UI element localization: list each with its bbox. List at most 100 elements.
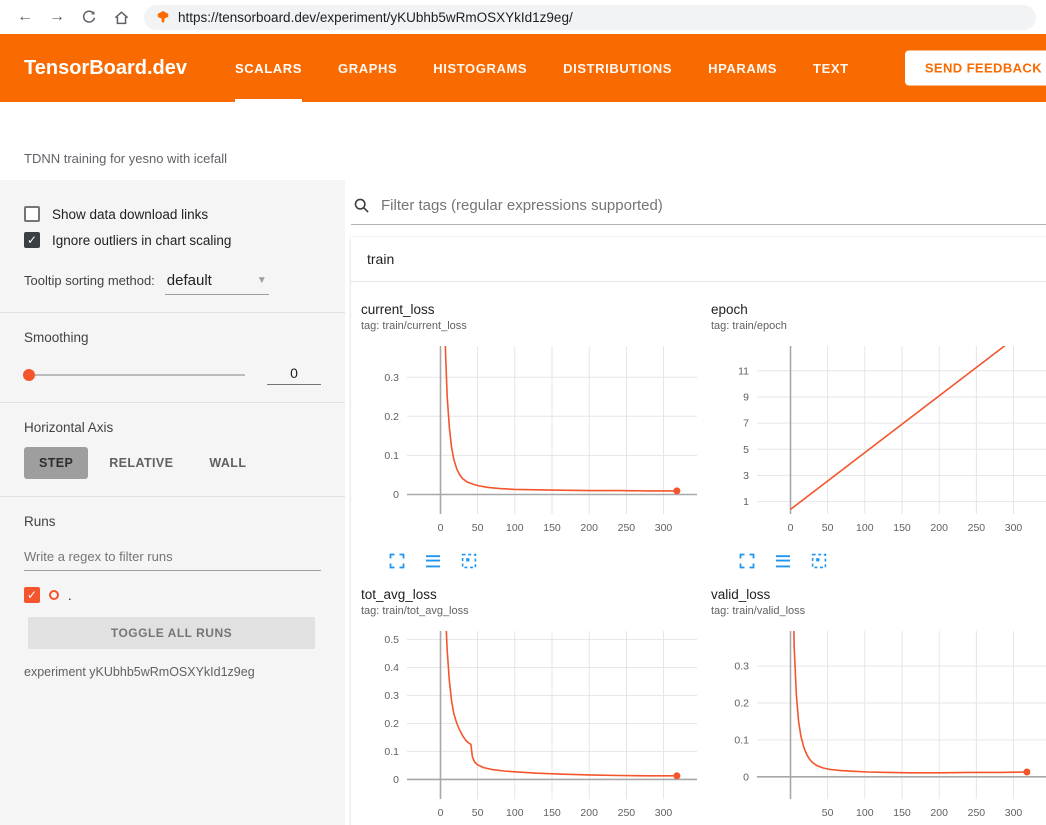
url-bar[interactable]: https://tensorboard.dev/experiment/yKUbh… bbox=[144, 5, 1036, 30]
run-color-icon bbox=[49, 590, 59, 600]
chart-subtitle: tag: train/tot_avg_loss bbox=[361, 605, 701, 617]
tooltip-sorting-dropdown[interactable]: default ▼ bbox=[165, 272, 269, 295]
search-icon bbox=[353, 197, 370, 214]
svg-text:0.1: 0.1 bbox=[384, 746, 399, 758]
svg-text:0.3: 0.3 bbox=[734, 661, 749, 673]
tooltip-sorting-label: Tooltip sorting method: bbox=[24, 273, 155, 288]
app-logo[interactable]: TensorBoard.dev bbox=[24, 57, 187, 80]
train-group-card: train current_loss tag: train/current_lo… bbox=[351, 237, 1046, 825]
svg-text:200: 200 bbox=[930, 522, 948, 534]
app-header: TensorBoard.dev SCALARS GRAPHS HISTOGRAMS D… bbox=[0, 34, 1046, 102]
svg-text:50: 50 bbox=[472, 807, 484, 819]
svg-text:0: 0 bbox=[788, 522, 794, 534]
forward-icon[interactable]: → bbox=[42, 3, 72, 31]
chart-plot[interactable]: 5010015020025030000.10.20.3 bbox=[711, 625, 1046, 825]
show-download-row: Show data download links bbox=[24, 206, 321, 222]
run-checkbox[interactable]: ✓ bbox=[24, 587, 40, 603]
tab-hparams[interactable]: HPARAMS bbox=[708, 34, 777, 102]
svg-text:0.2: 0.2 bbox=[384, 718, 399, 730]
chart-card-valid_loss: valid_loss tag: train/valid_loss 5010015… bbox=[703, 579, 1046, 825]
chart-title: current_loss bbox=[361, 302, 701, 317]
chart-subtitle: tag: train/current_loss bbox=[361, 320, 701, 332]
svg-text:11: 11 bbox=[738, 365, 749, 377]
chart-toolbar bbox=[711, 551, 1046, 571]
smoothing-slider[interactable] bbox=[24, 374, 245, 376]
smoothing-label: Smoothing bbox=[24, 330, 321, 345]
filter-tags-input[interactable] bbox=[379, 196, 1046, 215]
horizontal-axis-label: Horizontal Axis bbox=[24, 420, 321, 435]
tensorboard-favicon bbox=[156, 10, 170, 24]
svg-text:0.1: 0.1 bbox=[384, 450, 399, 462]
tab-graphs[interactable]: GRAPHS bbox=[338, 34, 397, 102]
send-feedback-button[interactable]: SEND FEEDBACK bbox=[905, 51, 1046, 86]
home-icon[interactable] bbox=[106, 3, 136, 31]
sidebar-divider bbox=[0, 402, 345, 403]
svg-text:5: 5 bbox=[743, 444, 749, 456]
experiment-caption: experiment yKUbhb5wRmOSXYkId1z9eg bbox=[24, 665, 321, 679]
train-group-header[interactable]: train bbox=[351, 237, 1046, 282]
svg-text:1: 1 bbox=[743, 496, 749, 508]
chart-plot[interactable]: 05010015020025030000.10.20.3 bbox=[361, 340, 701, 545]
main-content: train current_loss tag: train/current_lo… bbox=[345, 180, 1046, 825]
svg-text:50: 50 bbox=[822, 522, 834, 534]
chart-card-current_loss: current_loss tag: train/current_loss 050… bbox=[353, 294, 703, 579]
svg-text:0.4: 0.4 bbox=[384, 662, 399, 674]
log-scale-icon[interactable] bbox=[423, 551, 443, 571]
tooltip-sorting-value: default bbox=[167, 272, 212, 289]
smoothing-value-input[interactable]: 0 bbox=[267, 365, 321, 385]
browser-toolbar: ← → https://tensorboard.dev/experiment/y… bbox=[0, 0, 1046, 34]
reload-icon[interactable] bbox=[74, 3, 104, 31]
expand-chart-icon[interactable] bbox=[387, 551, 407, 571]
ignore-outliers-row: ✓ Ignore outliers in chart scaling bbox=[24, 232, 321, 248]
chart-plot[interactable]: 05010015020025030000.10.20.30.40.5 bbox=[361, 625, 701, 825]
sidebar-divider bbox=[0, 312, 345, 313]
svg-text:100: 100 bbox=[506, 807, 524, 819]
tab-distributions[interactable]: DISTRIBUTIONS bbox=[563, 34, 672, 102]
url-text: https://tensorboard.dev/experiment/yKUbh… bbox=[178, 10, 573, 25]
ignore-outliers-checkbox[interactable]: ✓ bbox=[24, 232, 40, 248]
svg-text:0.5: 0.5 bbox=[384, 634, 399, 646]
axis-button-wall[interactable]: WALL bbox=[194, 447, 261, 479]
smoothing-slider-thumb[interactable] bbox=[23, 369, 35, 381]
back-icon[interactable]: ← bbox=[10, 3, 40, 31]
tab-scalars[interactable]: SCALARS bbox=[235, 34, 302, 102]
runs-filter-input[interactable] bbox=[24, 543, 321, 571]
charts-grid: current_loss tag: train/current_loss 050… bbox=[351, 282, 1046, 825]
tab-label: HPARAMS bbox=[708, 61, 777, 76]
chart-title: epoch bbox=[711, 302, 1046, 317]
svg-text:0.3: 0.3 bbox=[384, 690, 399, 702]
smoothing-slider-row: 0 bbox=[24, 365, 321, 385]
tab-text[interactable]: TEXT bbox=[813, 34, 849, 102]
expand-chart-icon[interactable] bbox=[737, 551, 757, 571]
tab-histograms[interactable]: HISTOGRAMS bbox=[433, 34, 527, 102]
chart-subtitle: tag: train/epoch bbox=[711, 320, 1046, 332]
svg-text:200: 200 bbox=[580, 807, 598, 819]
svg-text:100: 100 bbox=[506, 522, 524, 534]
run-name: . bbox=[68, 588, 72, 603]
axis-button-relative[interactable]: RELATIVE bbox=[94, 447, 188, 479]
log-scale-icon[interactable] bbox=[773, 551, 793, 571]
svg-text:200: 200 bbox=[930, 807, 948, 819]
toggle-all-runs-button[interactable]: TOGGLE ALL RUNS bbox=[28, 617, 315, 649]
tab-label: HISTOGRAMS bbox=[433, 61, 527, 76]
chart-plot[interactable]: 0501001502002503001357911 bbox=[711, 340, 1046, 545]
show-download-checkbox[interactable] bbox=[24, 206, 40, 222]
fit-domain-icon[interactable] bbox=[459, 551, 479, 571]
chart-card-epoch: epoch tag: train/epoch 05010015020025030… bbox=[703, 294, 1046, 579]
svg-text:250: 250 bbox=[618, 807, 636, 819]
svg-text:300: 300 bbox=[1005, 522, 1023, 534]
svg-text:150: 150 bbox=[543, 807, 561, 819]
tab-label: DISTRIBUTIONS bbox=[563, 61, 672, 76]
svg-text:150: 150 bbox=[893, 522, 911, 534]
svg-text:3: 3 bbox=[743, 470, 749, 482]
svg-text:0: 0 bbox=[438, 522, 444, 534]
chart-title: tot_avg_loss bbox=[361, 587, 701, 602]
svg-text:0.2: 0.2 bbox=[734, 698, 749, 710]
chart-card-tot_avg_loss: tot_avg_loss tag: train/tot_avg_loss 0 50… bbox=[353, 579, 703, 825]
svg-text:250: 250 bbox=[968, 522, 986, 534]
svg-text:0: 0 bbox=[438, 807, 444, 819]
fit-domain-icon[interactable] bbox=[809, 551, 829, 571]
run-list-item: ✓ . bbox=[24, 587, 321, 603]
axis-button-step[interactable]: STEP bbox=[24, 447, 88, 479]
axis-buttons: STEPRELATIVEWALL bbox=[24, 447, 321, 479]
